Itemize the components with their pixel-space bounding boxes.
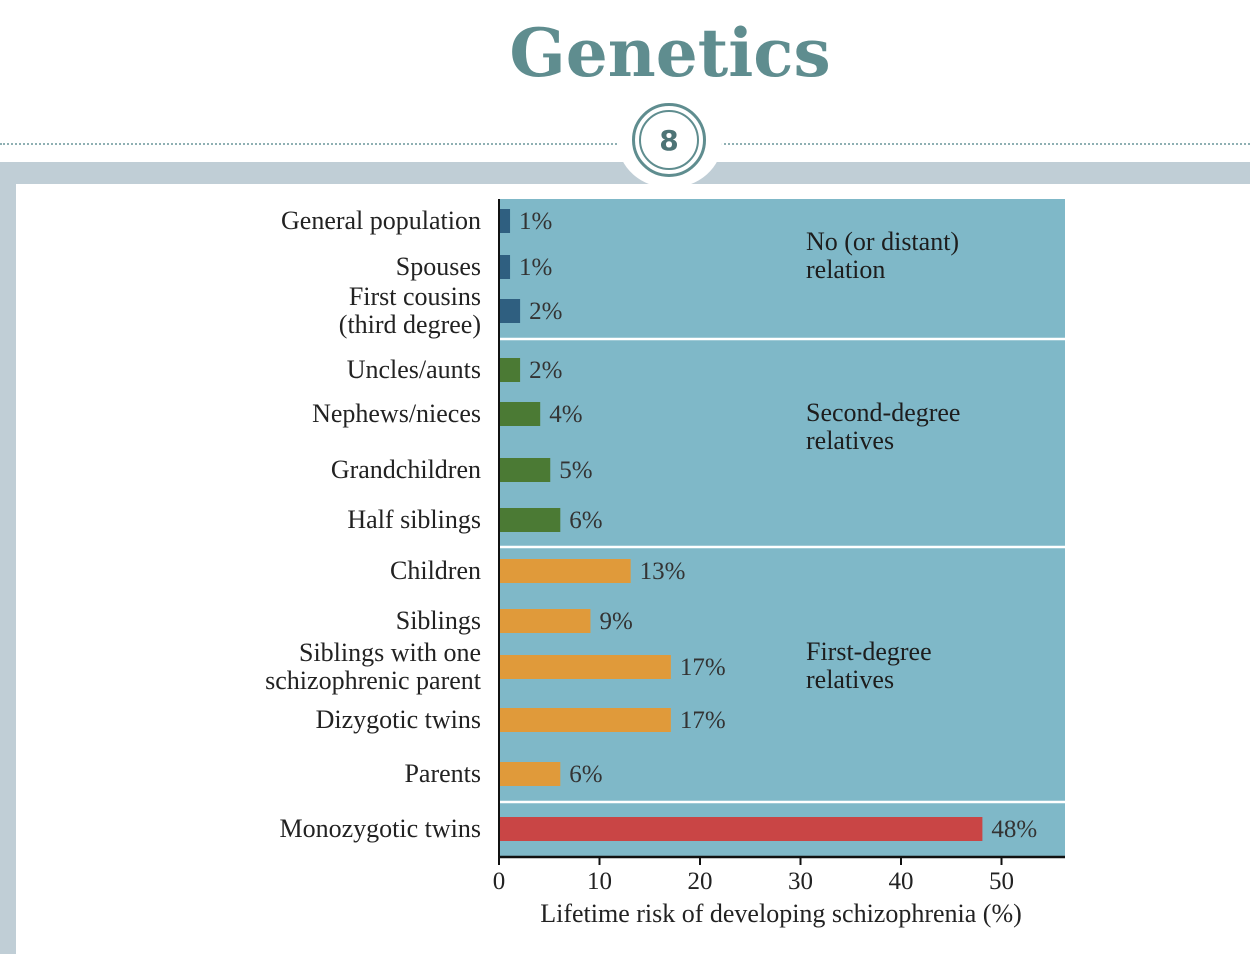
value-label: 9% [599, 608, 632, 635]
left-side-bar [0, 162, 16, 954]
category-label-line: Half siblings [347, 505, 481, 534]
value-label: 6% [569, 507, 602, 534]
bar [500, 508, 561, 532]
bar [500, 817, 983, 841]
title-divider-right [716, 143, 1250, 145]
header-band [0, 162, 1250, 184]
x-tick-label: 0 [493, 868, 506, 895]
value-label: 1% [519, 254, 552, 281]
page-number: 8 [639, 110, 699, 170]
bar [500, 655, 671, 679]
category-label-line: Spouses [396, 252, 481, 281]
bar [500, 299, 521, 323]
value-label: 2% [529, 357, 562, 384]
x-tick-label: 40 [889, 868, 914, 895]
category-label: Grandchildren [331, 455, 481, 484]
category-label: Parents [404, 759, 481, 788]
bar [500, 559, 631, 583]
title-divider-left [0, 143, 628, 145]
category-label: Uncles/aunts [347, 355, 481, 384]
group-label: First-degree relatives [806, 637, 932, 694]
page-number-badge: 8 [632, 103, 706, 177]
group-label: Second-degree relatives [806, 398, 960, 455]
category-label-line: Uncles/aunts [347, 355, 481, 384]
x-axis-title: Lifetime risk of developing schizophreni… [540, 899, 1022, 928]
bar [500, 762, 561, 786]
group-label-line: relatives [806, 426, 894, 455]
bar [500, 358, 521, 382]
category-label: Dizygotic twins [316, 705, 481, 734]
category-label: Half siblings [347, 505, 481, 534]
category-label-line: Dizygotic twins [316, 705, 481, 734]
group-label-line: relation [806, 255, 885, 284]
x-tick-label: 20 [688, 868, 713, 895]
category-label: Nephews/nieces [312, 399, 481, 428]
category-label-line: Nephews/nieces [312, 399, 481, 428]
category-label-line: First cousins [349, 282, 481, 311]
category-label: Siblings [396, 606, 481, 635]
category-label-line: Siblings [396, 606, 481, 635]
category-label: First cousins (third degree) [339, 282, 481, 339]
x-tick-label: 10 [587, 868, 612, 895]
category-label: Spouses [396, 252, 481, 281]
category-label-line: Parents [404, 759, 481, 788]
bar [500, 609, 591, 633]
value-label: 2% [529, 298, 562, 325]
value-label: 5% [559, 457, 592, 484]
bar [500, 402, 541, 426]
value-label: 48% [991, 816, 1037, 843]
group-label-line: First-degree [806, 637, 932, 666]
value-label: 1% [519, 208, 552, 235]
group-label-line: Second-degree [806, 398, 960, 427]
slide-title: Genetics [509, 14, 831, 92]
x-tick-label: 30 [788, 868, 813, 895]
x-tick-label: 50 [989, 868, 1014, 895]
category-label: General population [281, 206, 481, 235]
value-label: 4% [549, 401, 582, 428]
category-label-line: Monozygotic twins [280, 814, 482, 843]
value-label: 17% [680, 654, 726, 681]
category-label-line: General population [281, 206, 481, 235]
category-label: Children [390, 556, 481, 585]
bar [500, 209, 511, 233]
value-label: 17% [680, 707, 726, 734]
category-label: Siblings with one schizophrenic parent [265, 638, 482, 695]
bar [500, 708, 671, 732]
bar [500, 255, 511, 279]
value-label: 13% [640, 558, 686, 585]
category-label-line: schizophrenic parent [265, 666, 482, 695]
category-label-line: (third degree) [339, 310, 481, 339]
category-label-line: Grandchildren [331, 455, 481, 484]
bar [500, 458, 551, 482]
group-label-line: No (or distant) [806, 227, 959, 256]
category-label-line: Siblings with one [299, 638, 481, 667]
group-label: No (or distant) relation [806, 227, 959, 284]
category-label-line: Children [390, 556, 481, 585]
value-label: 6% [569, 761, 602, 788]
group-label-line: relatives [806, 665, 894, 694]
category-label: Monozygotic twins [280, 814, 482, 843]
plot-panel [499, 199, 1065, 857]
